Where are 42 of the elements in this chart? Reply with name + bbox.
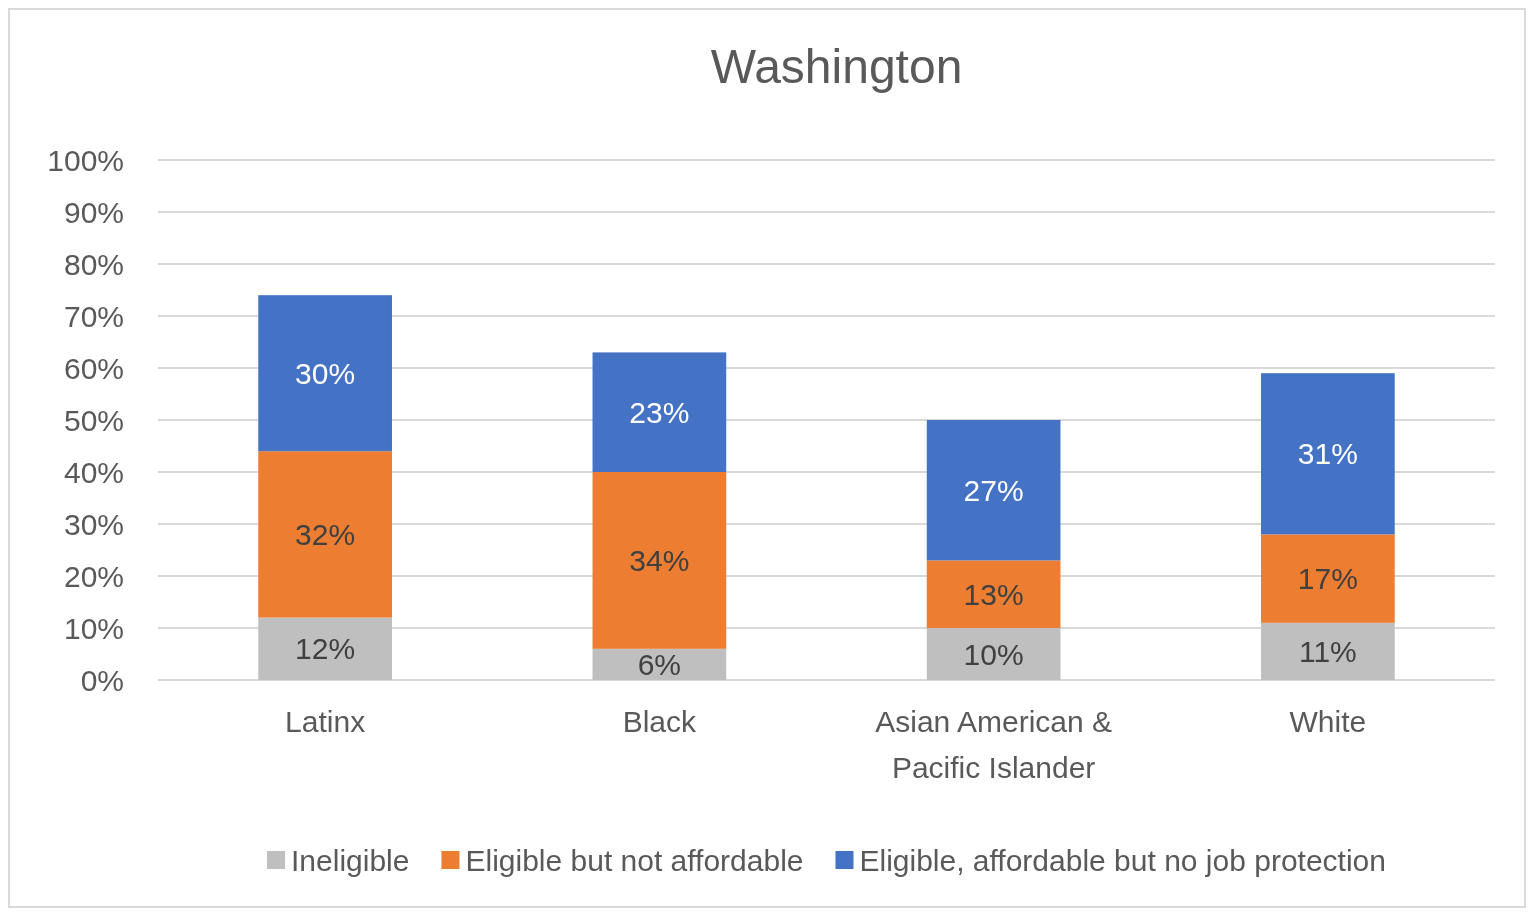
bar	[258, 295, 392, 452]
data-label: 10%	[963, 637, 1024, 671]
bar	[926, 560, 1061, 628]
bar	[592, 352, 727, 472]
data-label: 32%	[295, 517, 356, 551]
x-tick-label: White	[1289, 705, 1367, 738]
y-tick-label: 60%	[63, 351, 124, 385]
bar	[258, 451, 392, 618]
y-tick-label: 0%	[80, 663, 124, 697]
data-label: 23%	[629, 395, 690, 429]
y-tick-label: 90%	[63, 195, 124, 229]
y-tick-label: 80%	[63, 247, 124, 281]
legend-label: Ineligible	[291, 843, 410, 877]
data-label: 13%	[963, 577, 1024, 611]
y-tick-label: 70%	[63, 299, 124, 333]
data-label: 11%	[1298, 634, 1357, 668]
y-tick-label: 20%	[63, 559, 124, 593]
bar	[592, 472, 727, 649]
bar	[1261, 622, 1395, 680]
data-label: 6%	[637, 647, 682, 681]
bar	[1261, 373, 1395, 535]
y-tick-label: 40%	[63, 455, 124, 489]
x-tick-label: Black	[622, 705, 698, 738]
bar	[258, 617, 392, 680]
data-label: 31%	[1297, 437, 1358, 471]
y-tick-label: 30%	[63, 507, 124, 541]
data-label: 12%	[295, 632, 356, 666]
legend-label: Eligible, affordable but no job protection	[859, 843, 1386, 877]
data-label: 27%	[963, 473, 1024, 507]
data-label: 17%	[1297, 562, 1358, 596]
y-tick-label: 10%	[63, 611, 124, 645]
bar	[926, 628, 1061, 680]
x-tick-label: Asian American & Pacific Islander	[875, 705, 1113, 784]
x-tick-label: Latinx	[285, 705, 366, 738]
data-label: 34%	[629, 543, 690, 577]
legend-label: Eligible but not affordable	[465, 843, 804, 877]
bar	[926, 420, 1061, 561]
bar	[1261, 534, 1395, 623]
y-tick-label: 100%	[47, 143, 124, 177]
data-label: 30%	[295, 356, 356, 390]
chart-title: Washington	[710, 40, 963, 93]
y-tick-label: 50%	[63, 403, 124, 437]
